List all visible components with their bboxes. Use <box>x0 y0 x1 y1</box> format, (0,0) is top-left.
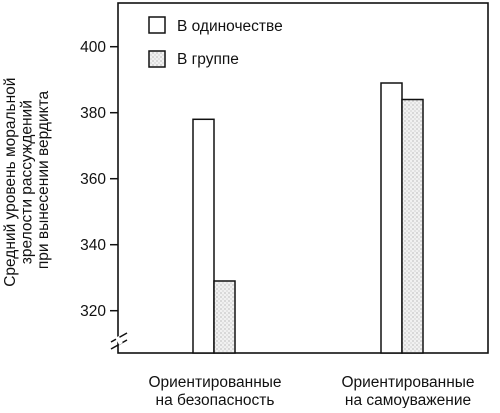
bar-series-2-category-2 <box>401 98 424 354</box>
x-category-label-1: Ориентированные на безопасность <box>148 374 281 408</box>
y-tick-label-400: 400 <box>80 39 106 56</box>
legend: В одиночестве В группе <box>148 16 283 68</box>
bar-series-1-category-1 <box>192 118 215 354</box>
legend-swatch-alone <box>148 16 166 34</box>
legend-label-group: В группе <box>177 51 239 68</box>
x-category-label-1-line-2: на безопасность <box>156 392 275 408</box>
y-tick-label-320: 320 <box>80 303 106 320</box>
bars <box>192 82 424 354</box>
x-category-label-2: Ориентированные на самоуважение <box>341 374 474 408</box>
y-tick-label-360: 360 <box>80 171 106 188</box>
x-category-label-2-line-2: на самоуважение <box>345 392 471 408</box>
legend-label-alone: В одиночестве <box>177 18 283 35</box>
y-axis-title-line-2: зрелости рассуждений <box>19 100 36 264</box>
y-tick-label-380: 380 <box>80 105 106 122</box>
x-category-label-2-line-1: Ориентированные <box>341 374 474 391</box>
y-axis-title: Средний уровень моральной зрелости рассу… <box>2 73 52 287</box>
bar-series-1-category-2 <box>380 82 403 354</box>
plot-frame <box>117 2 489 354</box>
y-axis-title-line-1: Средний уровень моральной <box>2 78 19 287</box>
y-tick-label-340: 340 <box>80 237 106 254</box>
y-axis-title-line-3: при вынесении вердикта <box>35 91 52 270</box>
legend-swatch-group <box>148 50 166 68</box>
axis-break-mark <box>110 332 128 350</box>
bar-series-2-category-1 <box>213 280 236 354</box>
y-axis-ticks: 320 340 360 380 400 <box>80 39 118 320</box>
x-category-label-1-line-1: Ориентированные <box>148 374 281 391</box>
x-axis-labels: Ориентированные на безопасностьОриентиров… <box>148 374 474 409</box>
